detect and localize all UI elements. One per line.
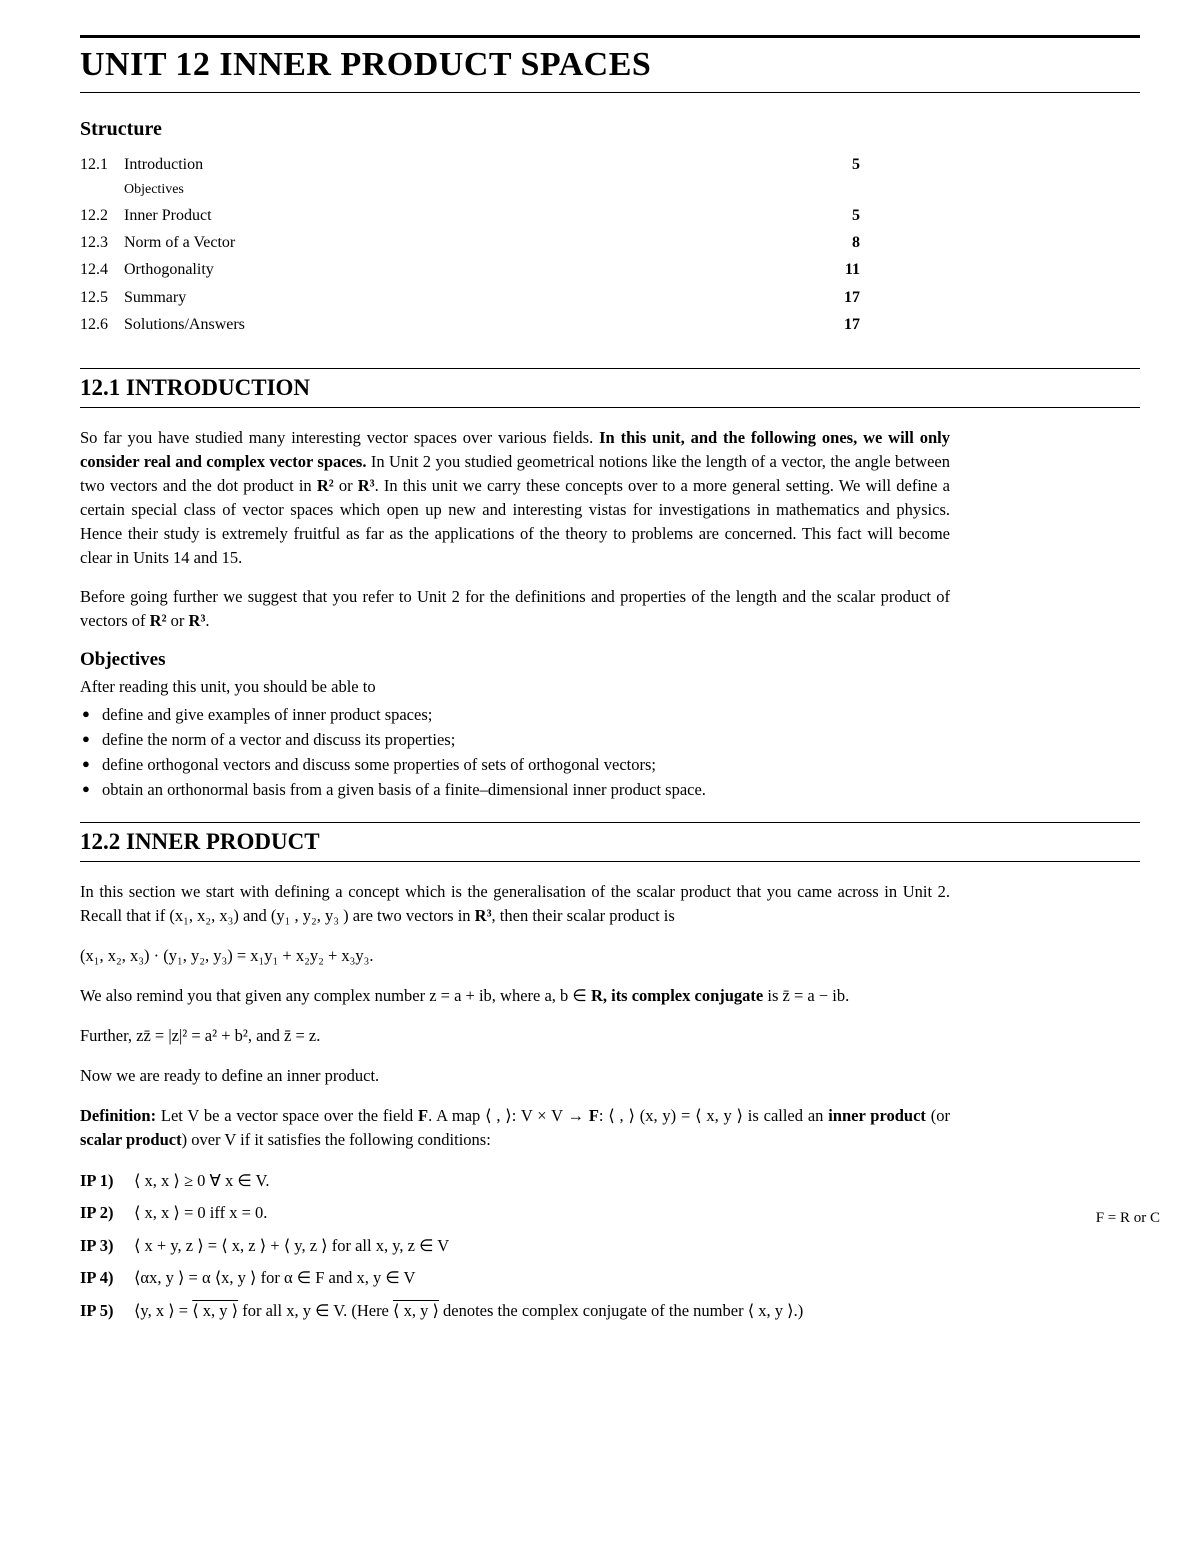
inner-para-1: In this section we start with defining a… — [80, 880, 950, 928]
toc-num: 12.4 — [80, 256, 124, 283]
toc-row: 12.6Solutions/Answers 17 — [80, 311, 860, 338]
section-12-1-heading: 12.1 INTRODUCTION — [80, 375, 1140, 401]
ip-label: IP 5) — [80, 1298, 134, 1324]
ip-body: ⟨αx, y ⟩ = α ⟨x, y ⟩ for α ∈ F and x, y … — [134, 1265, 950, 1291]
toc-row: 12.1Introduction 5 — [80, 151, 860, 178]
ip-label: IP 2) — [80, 1200, 134, 1226]
toc-row: 12.3Norm of a Vector 8 — [80, 229, 860, 256]
ip-body: ⟨ x, x ⟩ = 0 iff x = 0. — [134, 1200, 950, 1226]
formula-conjugate: Further, zz̄ = |z|² = a² + b², and z̄̄ =… — [80, 1024, 950, 1048]
objective-item: obtain an orthonormal basis from a given… — [80, 778, 950, 803]
objective-item: define and give examples of inner produc… — [80, 703, 950, 728]
toc-label: Summary — [124, 289, 186, 306]
objectives-heading: Objectives — [80, 649, 1140, 671]
section-header-bar: 12.1 INTRODUCTION — [80, 369, 1140, 408]
formula-scalar-product: (x₁, x₂, x₃) · (y₁, y₂, y₃) = x₁y₁ + x₂y… — [80, 944, 950, 968]
ip-label: IP 3) — [80, 1233, 134, 1259]
toc-page: 5 — [852, 151, 860, 178]
toc-row: 12.5Summary 17 — [80, 284, 860, 311]
section-header-bar: 12.2 INNER PRODUCT — [80, 822, 1140, 862]
toc-row: 12.2Inner Product 5 — [80, 202, 860, 229]
toc-label: Solutions/Answers — [124, 316, 245, 333]
objective-item: define the norm of a vector and discuss … — [80, 728, 950, 753]
toc-page: 17 — [844, 311, 860, 338]
ip-condition: IP 1) ⟨ x, x ⟩ ≥ 0 ∀ x ∈ V. — [80, 1168, 950, 1194]
intro-para-2: Before going further we suggest that you… — [80, 585, 950, 633]
objective-item: define orthogonal vectors and discuss so… — [80, 753, 950, 778]
toc-row-sub: Objectives — [80, 178, 860, 202]
margin-note-field: F = R or C — [1096, 1210, 1160, 1227]
intro-para-1: So far you have studied many interesting… — [80, 426, 950, 570]
toc-label: Norm of a Vector — [124, 234, 235, 251]
toc-page: 17 — [844, 284, 860, 311]
ip-body: ⟨ x, x ⟩ ≥ 0 ∀ x ∈ V. — [134, 1168, 950, 1194]
toc-num: 12.2 — [80, 202, 124, 229]
inner-para-3: Now we are ready to define an inner prod… — [80, 1064, 950, 1088]
toc-num: 12.6 — [80, 311, 124, 338]
ip-condition: IP 5) ⟨y, x ⟩ = ⟨ x, y ⟩ for all x, y ∈ … — [80, 1298, 950, 1324]
ip-label: IP 1) — [80, 1168, 134, 1194]
inner-para-2: We also remind you that given any comple… — [80, 984, 950, 1008]
toc-page: 8 — [852, 229, 860, 256]
ip-conditions-list: IP 1) ⟨ x, x ⟩ ≥ 0 ∀ x ∈ V. IP 2) ⟨ x, x… — [80, 1168, 950, 1324]
toc-label: Inner Product — [124, 207, 212, 224]
toc-label: Orthogonality — [124, 261, 214, 278]
objectives-intro: After reading this unit, you should be a… — [80, 677, 1140, 697]
toc-label: Introduction — [124, 156, 203, 173]
objectives-list: define and give examples of inner produc… — [80, 703, 950, 802]
section-12-2-heading: 12.2 INNER PRODUCT — [80, 829, 1140, 855]
structure-section: Structure 12.1Introduction 5 Objectives … — [80, 118, 1140, 338]
unit-title-bar: UNIT 12 INNER PRODUCT SPACES — [80, 35, 1140, 93]
inner-product-body: In this section we start with defining a… — [80, 880, 1140, 1323]
ip-condition: IP 4) ⟨αx, y ⟩ = α ⟨x, y ⟩ for α ∈ F and… — [80, 1265, 950, 1291]
structure-heading: Structure — [80, 118, 1140, 141]
ip-body: ⟨ x + y, z ⟩ = ⟨ x, z ⟩ + ⟨ y, z ⟩ for a… — [134, 1233, 950, 1259]
ip-condition: IP 2) ⟨ x, x ⟩ = 0 iff x = 0. — [80, 1200, 950, 1226]
unit-title: UNIT 12 INNER PRODUCT SPACES — [80, 46, 1140, 84]
toc-label: Objectives — [124, 178, 184, 202]
definition-para: Definition: Let V be a vector space over… — [80, 1104, 950, 1152]
toc-num: 12.3 — [80, 229, 124, 256]
toc-num: 12.1 — [80, 151, 124, 178]
toc-num: 12.5 — [80, 284, 124, 311]
toc-page: 11 — [845, 256, 860, 283]
ip-body: ⟨y, x ⟩ = ⟨ x, y ⟩ for all x, y ∈ V. (He… — [134, 1298, 950, 1324]
toc: 12.1Introduction 5 Objectives 12.2Inner … — [80, 151, 1140, 338]
ip-condition: IP 3) ⟨ x + y, z ⟩ = ⟨ x, z ⟩ + ⟨ y, z ⟩… — [80, 1233, 950, 1259]
toc-row: 12.4Orthogonality 11 — [80, 256, 860, 283]
ip-label: IP 4) — [80, 1265, 134, 1291]
toc-page: 5 — [852, 202, 860, 229]
